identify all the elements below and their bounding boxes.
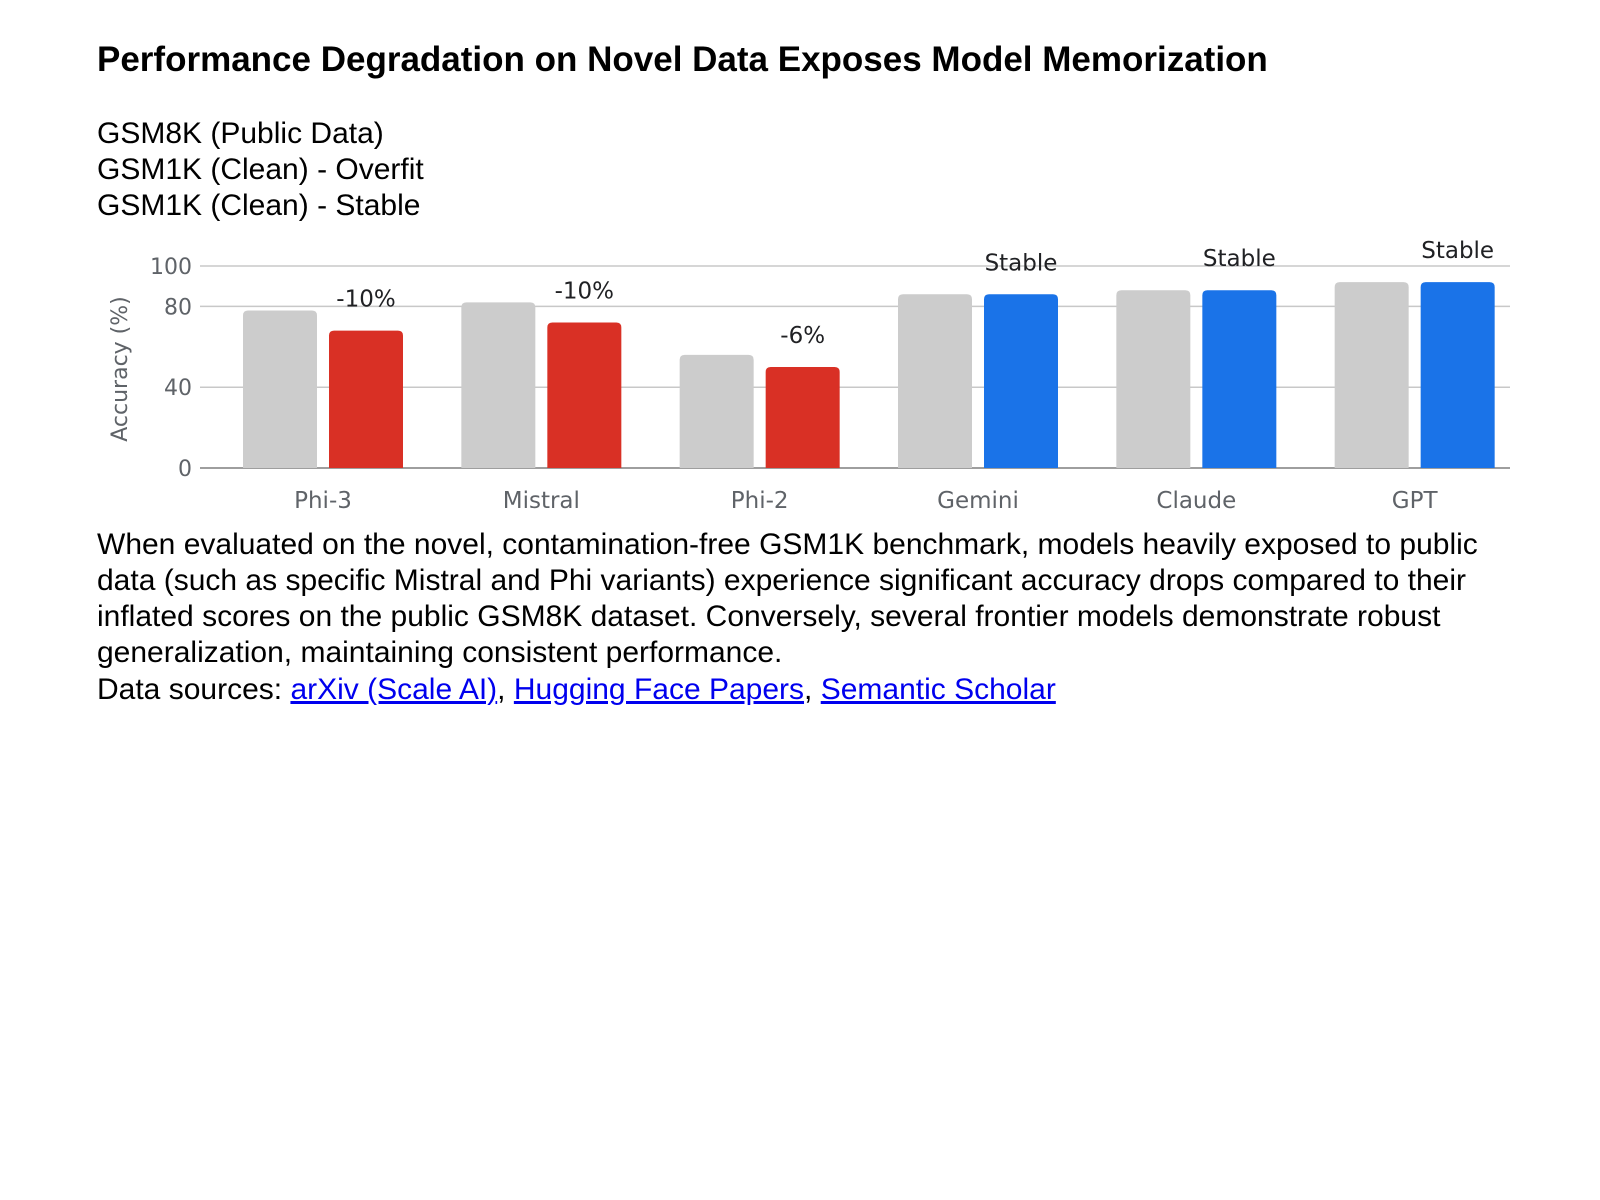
source-link-semantic-scholar[interactable]: Semantic Scholar: [820, 673, 1056, 706]
legend-item-public: GSM8K (Public Data): [97, 117, 384, 150]
labels: 0 40 80 100 Phi-3 -10% Mistral -10% Phi-2 -6% Gemi…: [150, 238, 1494, 514]
bar-gsm1k-gpt: [1420, 282, 1495, 468]
description: When evaluated on the novel, contaminati…: [97, 528, 1478, 669]
bar-gsm1k-phi-2: [765, 367, 840, 468]
bar-chart: 0 40 80 100 Phi-3 -10% Mistral -10% Phi-2 -6% Gemi…: [108, 238, 1510, 514]
bar-annotation: Stable: [985, 250, 1058, 276]
bar-annotation: Stable: [1421, 238, 1494, 264]
bar-gsm1k-mistral: [547, 322, 622, 468]
source-link-arxiv[interactable]: arXiv (Scale AI): [290, 673, 498, 706]
sources-separator: ,: [497, 673, 506, 706]
bar-annotation: -10%: [555, 279, 614, 305]
y-tick-label: 100: [150, 255, 192, 280]
bar-gsm8k-gpt: [1334, 282, 1409, 468]
bar-gsm8k-phi-3: [243, 310, 317, 468]
bar-gsm8k-phi-2: [679, 354, 754, 468]
x-tick-label: GPT: [1392, 488, 1439, 514]
bar-gsm1k-phi-3: [329, 330, 403, 468]
bar-gsm1k-claude: [1202, 290, 1277, 468]
x-tick-label: Mistral: [503, 488, 580, 514]
y-axis-title: Accuracy (%): [108, 296, 133, 442]
bar-gsm1k-gemini: [984, 294, 1058, 468]
y-tick-label: 0: [178, 457, 192, 482]
y-tick-label: 40: [164, 376, 192, 401]
legend-item-overfit: GSM1K (Clean) - Overfit: [97, 153, 424, 186]
sources-separator: ,: [804, 673, 813, 706]
legend: GSM8K (Public Data) GSM1K (Clean) - Over…: [97, 116, 424, 224]
grid-lines: [200, 265, 1510, 469]
x-tick-label: Phi-3: [294, 488, 352, 514]
data-sources: Data sources: arXiv (Scale AI), Hugging …: [97, 672, 1056, 708]
legend-item-stable: GSM1K (Clean) - Stable: [97, 189, 421, 222]
x-tick-label: Claude: [1156, 488, 1236, 514]
x-tick-label: Phi-2: [731, 488, 789, 514]
source-link-hugging-face[interactable]: Hugging Face Papers: [513, 673, 805, 706]
y-tick-label: 80: [164, 295, 192, 320]
bar-gsm8k-mistral: [461, 302, 536, 468]
bar-gsm8k-gemini: [898, 294, 972, 468]
chart-title: Performance Degradation on Novel Data Ex…: [97, 40, 1268, 79]
x-tick-label: Gemini: [937, 488, 1019, 514]
bars: [243, 282, 1495, 468]
bar-annotation: Stable: [1203, 246, 1276, 272]
sources-label: Data sources:: [97, 673, 283, 706]
bar-annotation: -10%: [336, 287, 395, 313]
bar-gsm8k-claude: [1116, 290, 1191, 468]
bar-annotation: -6%: [780, 323, 825, 349]
